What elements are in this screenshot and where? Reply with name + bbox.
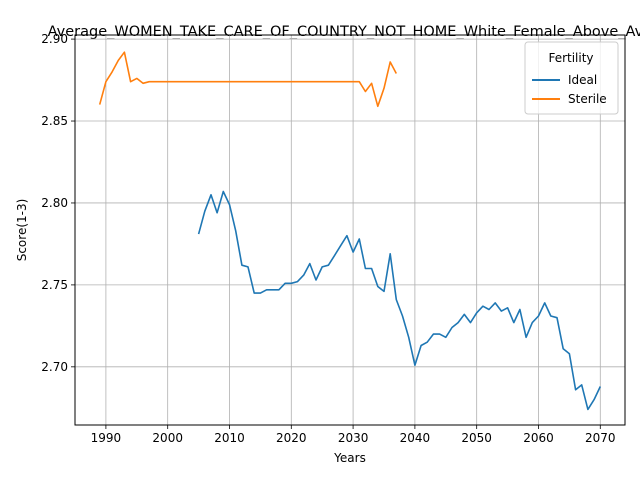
plot-series — [98, 51, 602, 411]
legend-box — [524, 41, 619, 115]
x-tick-label: 2070 — [585, 431, 616, 445]
legend-title: Fertility — [548, 51, 593, 65]
x-tick-label: 2060 — [523, 431, 554, 445]
x-tick-label: 2010 — [214, 431, 245, 445]
legend-label-sterile: Sterile — [568, 92, 607, 106]
y-tick-label: 2.70 — [41, 360, 68, 374]
y-tick-label: 2.90 — [41, 32, 68, 46]
legend: Fertility Ideal Sterile — [524, 41, 619, 115]
x-tick-label: 1990 — [91, 431, 122, 445]
axis-ticks: 1990 2000 2010 2020 2030 2040 2050 2060 2070 2.70… — [41, 32, 615, 445]
legend-label-ideal: Ideal — [568, 73, 597, 87]
plot-frame — [74, 34, 626, 426]
chart-title: Average_WOMEN_TAKE_CARE_OF_COUNTRY_NOT_H… — [48, 24, 640, 40]
series-line-sterile — [98, 51, 398, 108]
x-tick-label: 2050 — [461, 431, 492, 445]
x-tick-label: 2000 — [152, 431, 183, 445]
y-tick-label: 2.85 — [41, 114, 68, 128]
series-line-ideal — [197, 190, 602, 411]
y-axis-label: Score(1-3) — [15, 199, 29, 262]
x-tick-label: 2030 — [338, 431, 369, 445]
x-tick-label: 2040 — [400, 431, 431, 445]
x-tick-label: 2020 — [276, 431, 307, 445]
y-tick-label: 2.75 — [41, 278, 68, 292]
x-axis-label: Years — [333, 451, 366, 465]
y-tick-label: 2.80 — [41, 196, 68, 210]
